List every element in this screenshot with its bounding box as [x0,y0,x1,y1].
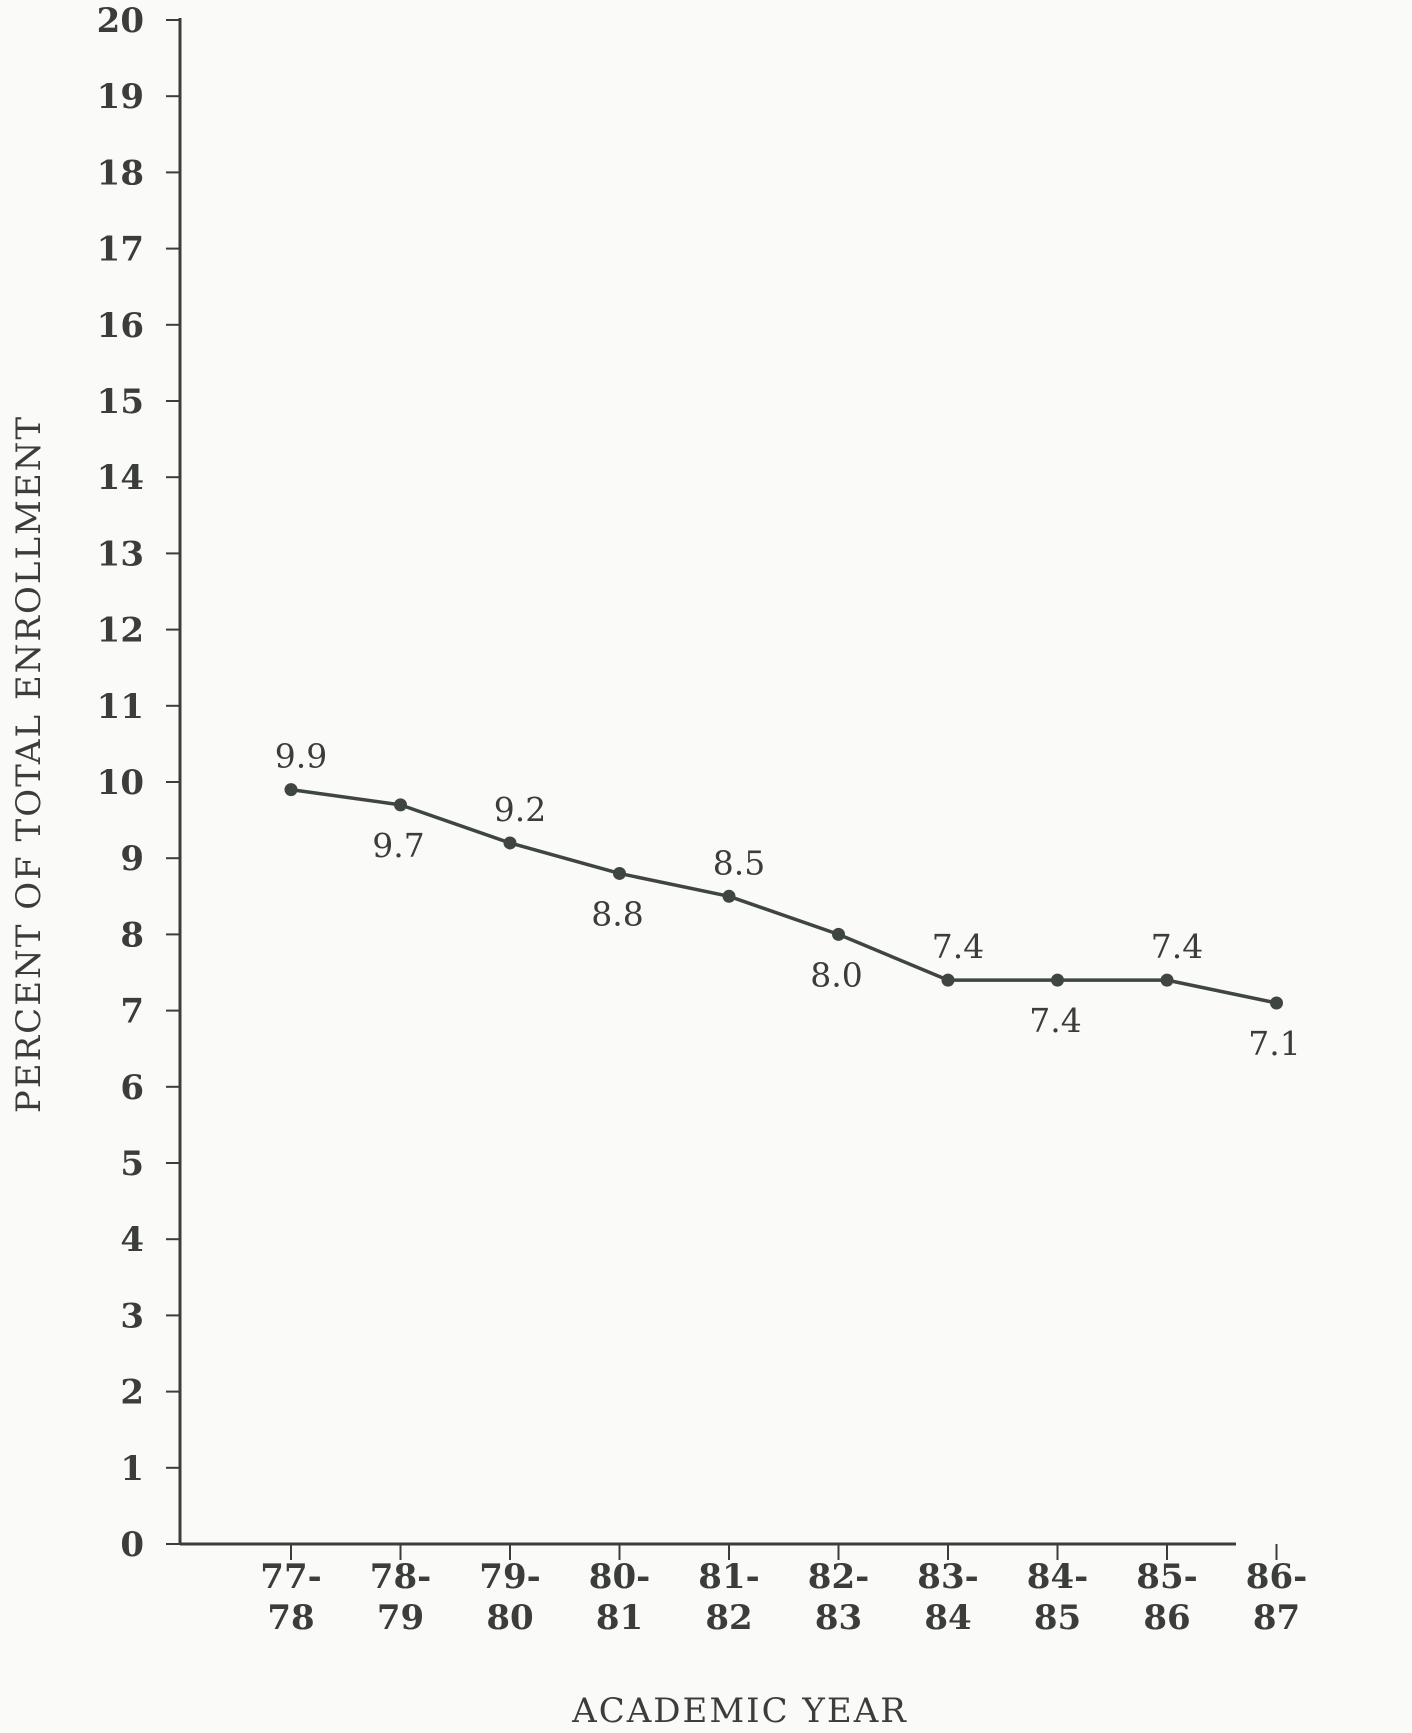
data-point [832,927,845,941]
data-label: 7.4 [1029,1001,1081,1040]
y-tick-label: 9 [120,839,144,879]
y-axis-title: PERCENT OF TOTAL ENROLLMENT [9,415,49,1113]
data-label: 8.8 [591,894,643,933]
y-tick-label: 3 [120,1296,144,1336]
data-label: 7.1 [1248,1024,1300,1063]
y-tick-label: 19 [97,77,144,117]
data-series [284,783,1283,1010]
data-point [394,798,407,812]
data-point [1160,973,1174,987]
x-tick-label: 84-85 [1027,1557,1088,1638]
x-axis-ticks: 77-78 78-79 79-80 80-81 81-82 82-83 83-84 84-85… [260,1544,1307,1638]
data-label: 8.5 [713,843,765,882]
data-point [613,866,626,880]
x-tick-label: 85-86 [1136,1557,1197,1638]
data-label: 9.9 [275,737,327,776]
y-tick-label: 20 [97,1,144,41]
data-label: 8.0 [810,955,862,994]
y-tick-label: 8 [120,915,144,955]
y-tick-label: 7 [120,992,144,1032]
y-tick-label: 18 [97,153,144,193]
y-tick-label: 11 [97,687,144,727]
y-tick-label: 10 [97,763,144,803]
y-tick-label: 16 [97,306,144,346]
y-tick-label: 5 [120,1144,144,1184]
x-tick-label: 86-87 [1246,1557,1307,1638]
chart-axes [178,18,1236,1546]
data-label: 7.4 [1151,927,1203,966]
x-tick-label: 79-80 [479,1557,540,1638]
y-tick-label: 17 [97,230,144,270]
x-tick-label: 78-79 [370,1557,431,1638]
y-tick-label: 13 [97,534,144,574]
y-tick-label: 15 [97,382,144,422]
x-tick-label: 77-78 [260,1557,321,1638]
data-point [941,973,955,987]
x-tick-label: 81-82 [698,1557,759,1638]
data-point [1270,996,1283,1010]
data-labels: 9.9 9.7 9.2 8.8 8.5 8.0 7.4 7.4 7.4 7.1 [275,737,1301,1063]
data-label: 9.7 [372,826,424,865]
y-tick-label: 0 [120,1525,144,1565]
y-tick-label: 6 [120,1068,144,1108]
x-axis-title: ACADEMIC YEAR [571,1691,908,1731]
data-point [1051,973,1064,987]
y-tick-label: 2 [120,1373,144,1413]
y-tick-label: 1 [120,1449,144,1489]
x-tick-label: 80-81 [589,1557,650,1638]
series-line [290,787,1277,1005]
y-tick-label: 14 [97,458,144,498]
x-tick-label: 82-83 [808,1557,869,1638]
data-label: 9.2 [494,790,546,829]
y-tick-label: 4 [120,1220,144,1260]
data-label: 7.4 [932,927,984,966]
data-point [284,783,298,797]
data-point [722,889,736,903]
y-tick-label: 12 [97,611,144,651]
data-point [503,836,517,850]
x-tick-label: 83-84 [917,1557,978,1638]
